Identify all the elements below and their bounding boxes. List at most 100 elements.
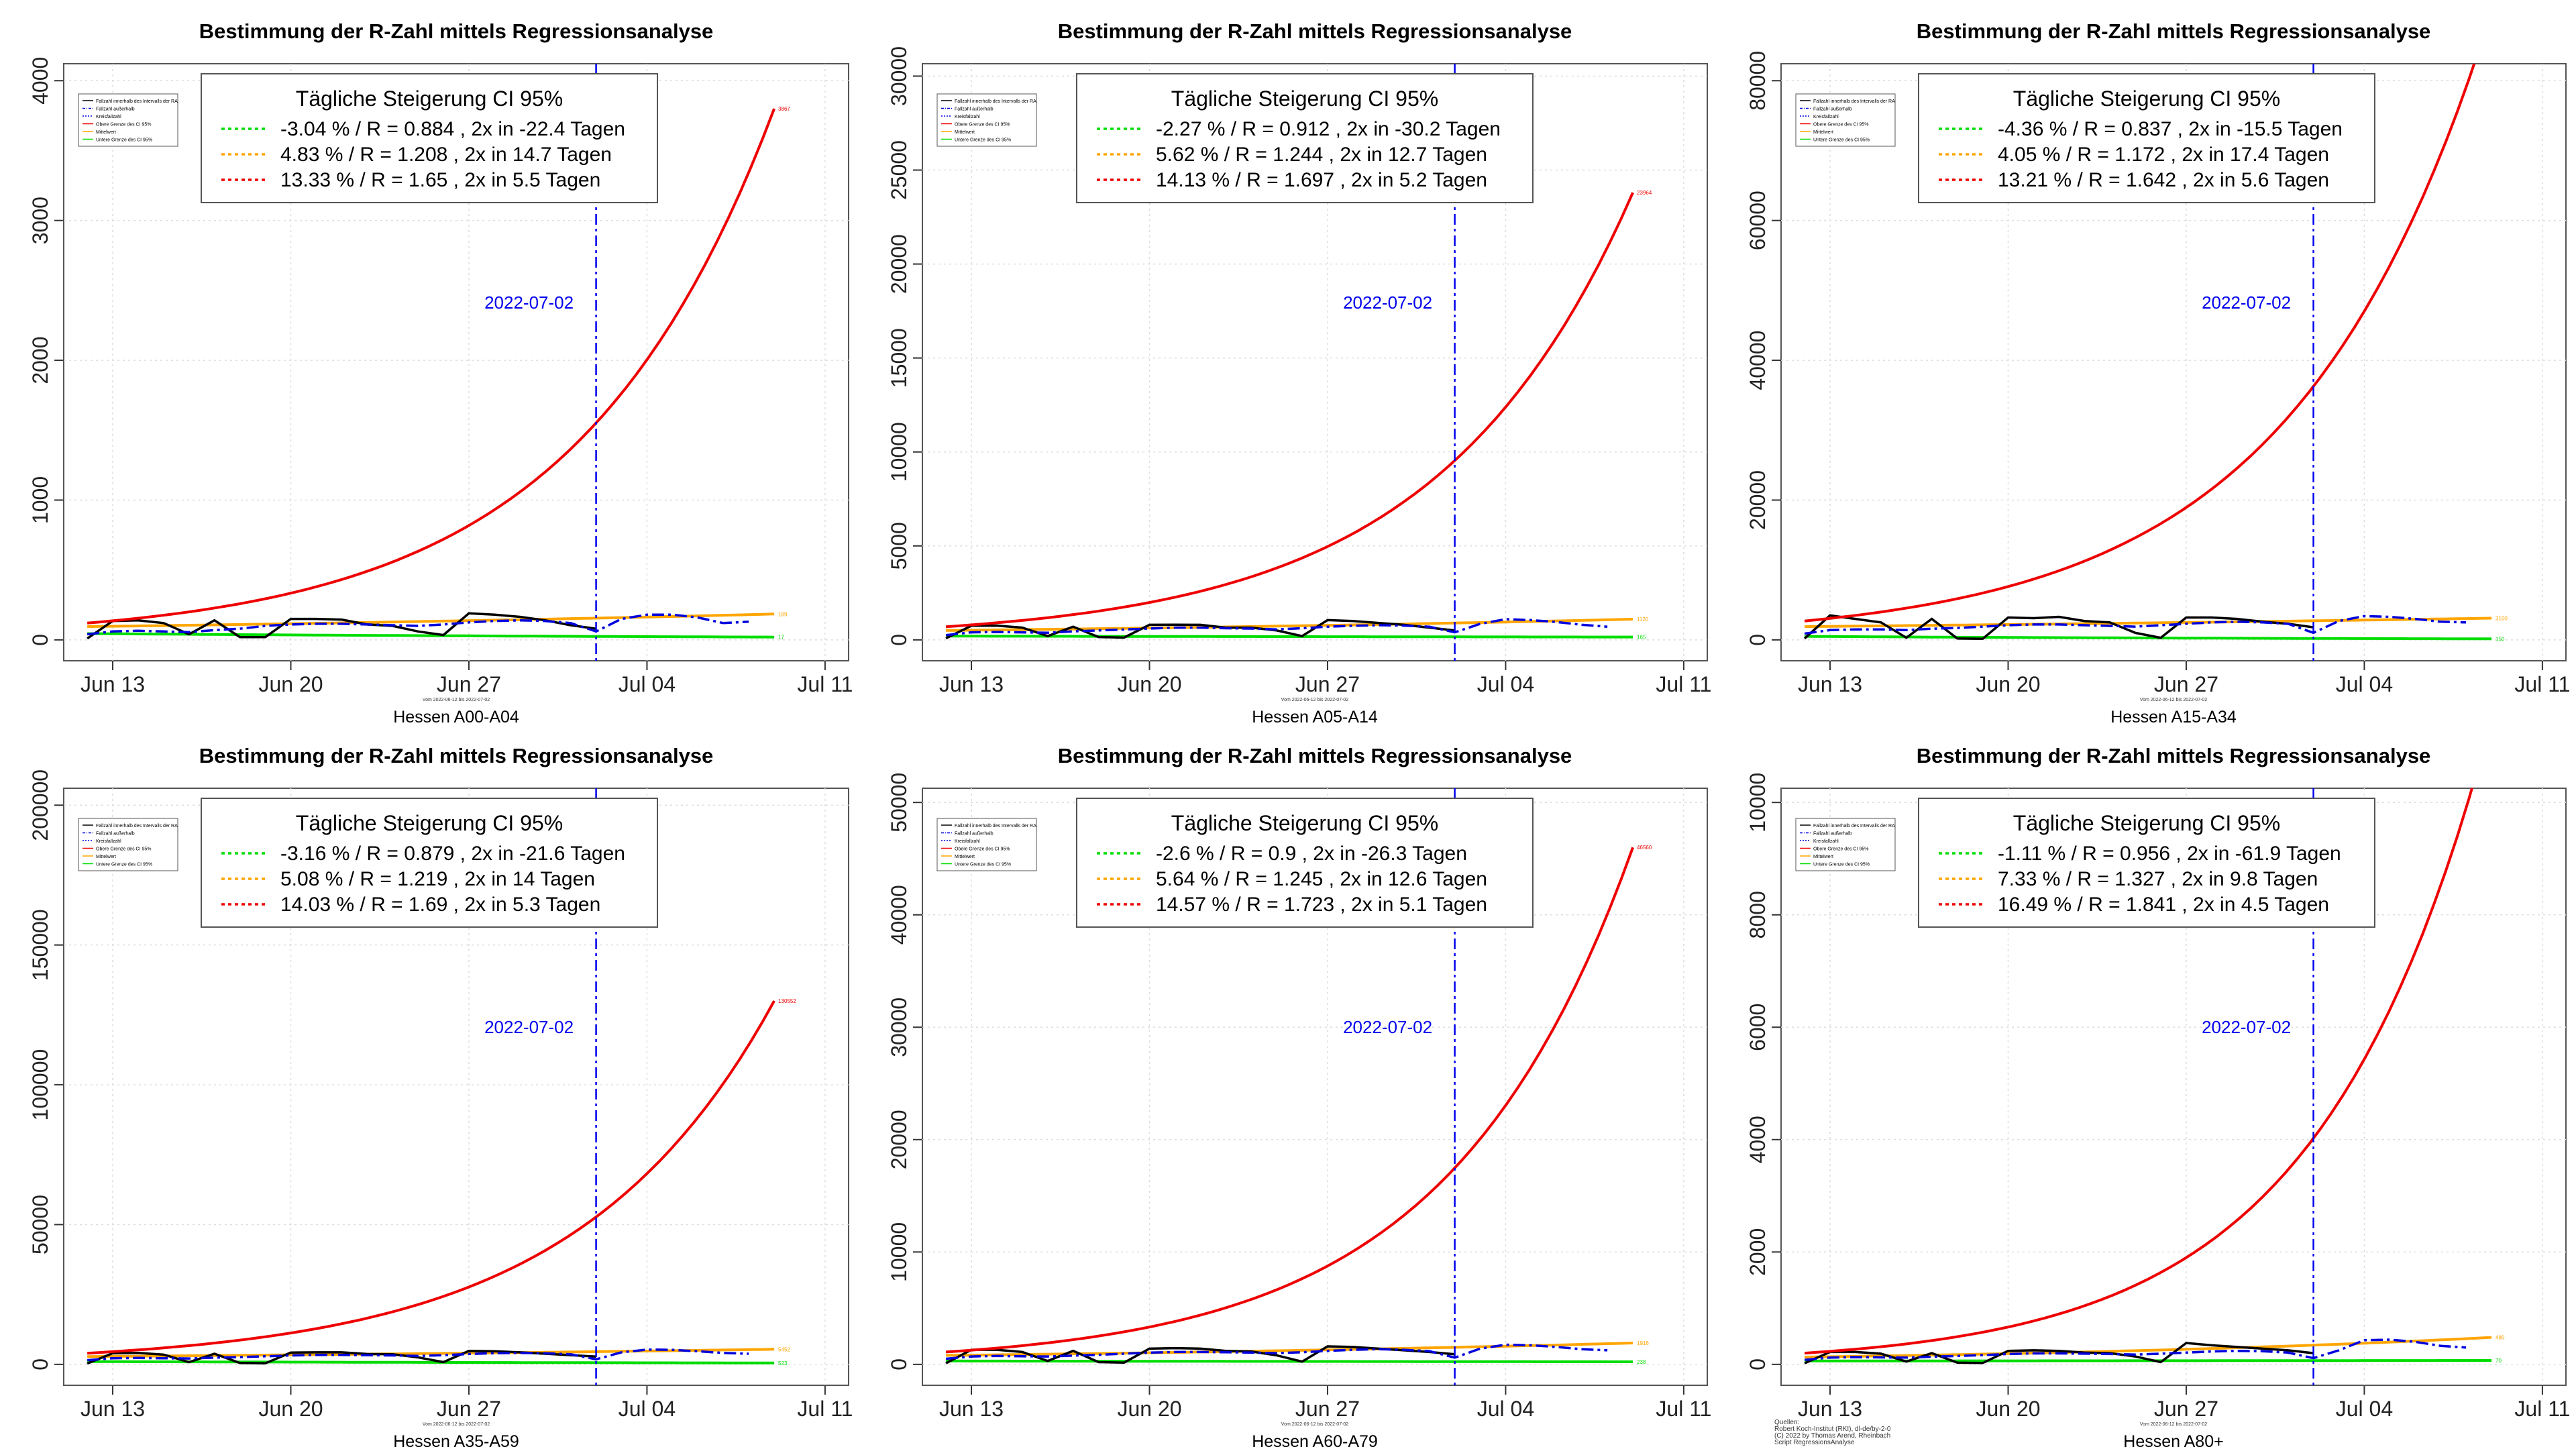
- small-legend-box: [1795, 93, 1896, 147]
- lower-ci-curve: [1805, 635, 2492, 641]
- main-legend-box: [1076, 73, 1534, 203]
- plot-frame: [1780, 788, 2567, 1386]
- period-note: Vom 2022-06-12 bis 2022-07-02: [1281, 1422, 1349, 1427]
- small-legend-entry: Untere Grenze des CI 95%: [1813, 138, 1870, 143]
- period-note: Vom 2022-06-12 bis 2022-07-02: [423, 698, 490, 702]
- x-axis-label: Hessen A15-A34: [2110, 708, 2237, 727]
- y-tick-label: 40000: [1746, 331, 1770, 390]
- upper-ci-curve: [1804, 64, 2476, 623]
- mean-curve: [87, 612, 775, 629]
- y-tick-label: 10000: [887, 1222, 911, 1282]
- reference-date-label: 2022-07-02: [1343, 292, 1432, 313]
- small-legend-entry: Fallzahl innerhalb des Intervalls der RA: [96, 99, 178, 104]
- curve-end-label: 523: [778, 1360, 788, 1366]
- y-tick-label: 50000: [28, 1195, 52, 1254]
- upper-ci-curve: [87, 108, 775, 625]
- small-legend-entry: Untere Grenze des CI 95%: [955, 863, 1011, 867]
- x-tick-label: Jun 20: [1976, 672, 2040, 696]
- curve-end-label: 1120: [1637, 616, 1649, 623]
- y-tick-label: 1000: [28, 476, 52, 524]
- upper-ci-curve: [1804, 788, 2474, 1355]
- small-legend-entry: Obere Grenze des CI 95%: [1813, 123, 1869, 127]
- main-legend-box: [201, 798, 658, 928]
- x-tick-label: Jun 13: [1798, 1397, 1862, 1421]
- small-legend-entry: Fallzahl außerhalb: [96, 107, 135, 112]
- x-tick-label: Jun 13: [80, 672, 145, 696]
- curve-end-label: 150: [2496, 636, 2505, 642]
- chart-panel-1: 0 1000 2000 3000 4000 Jun 13 Jun 20 Jun 27 Jul 0…: [28, 19, 853, 727]
- y-tick-label: 80000: [1746, 51, 1770, 111]
- curve-end-label: 1916: [1637, 1340, 1649, 1346]
- y-tick-label: 30000: [887, 998, 911, 1057]
- main-legend-entry: -3.04 % / R = 0.884 , 2x in -22.4 Tagen: [280, 118, 625, 140]
- small-legend-entry: Fallzahl innerhalb des Intervalls der RA: [955, 824, 1036, 828]
- plot-frame: [1780, 63, 2567, 661]
- chart-panel-4: 0 50000 100000 150000 200000 Jun 13 Jun 20 Jun …: [28, 744, 853, 1449]
- chart-title: Bestimmung der R-Zahl mittels Regression…: [1058, 19, 1572, 43]
- source-note: (C) 2022 by Thomas Arend, Rheinbach: [1774, 1432, 1890, 1440]
- chart-title: Bestimmung der R-Zahl mittels Regression…: [199, 744, 714, 767]
- chart-title: Bestimmung der R-Zahl mittels Regression…: [1917, 19, 2431, 43]
- period-note: Vom 2022-06-12 bis 2022-07-02: [423, 1422, 490, 1427]
- main-legend-title: Tägliche Steigerung CI 95%: [1171, 87, 1438, 111]
- reference-date-label: 2022-07-02: [2202, 292, 2291, 313]
- main-legend-entry: 5.62 % / R = 1.244 , 2x in 12.7 Tagen: [1156, 144, 1487, 166]
- x-tick-label: Jun 20: [258, 672, 323, 696]
- x-tick-label: Jul 11: [1656, 672, 1711, 696]
- chart-title: Bestimmung der R-Zahl mittels Regression…: [199, 19, 714, 43]
- main-legend: Tägliche Steigerung CI 95% -2.6 % / R = 0…: [1076, 798, 1534, 928]
- mean-curve: [1805, 616, 2492, 629]
- main-legend: Tägliche Steigerung CI 95% -4.36 % / R = …: [1918, 73, 2375, 203]
- chart-title: Bestimmung der R-Zahl mittels Regression…: [1917, 744, 2431, 767]
- main-legend-title: Tägliche Steigerung CI 95%: [296, 811, 563, 835]
- chart-panel-3: 0 20000 40000 60000 80000 Jun 13 Jun 20 Jun 27 J…: [1746, 19, 2570, 727]
- plot-frame: [922, 63, 1708, 661]
- curve-end-label: 70: [2496, 1358, 2502, 1364]
- main-legend-entry: -2.6 % / R = 0.9 , 2x in -26.3 Tagen: [1156, 843, 1467, 865]
- x-tick-label: Jun 27: [1295, 1397, 1360, 1421]
- observed-cases-line: [945, 619, 1455, 640]
- period-note: Vom 2022-06-12 bis 2022-07-02: [2140, 1422, 2208, 1427]
- x-tick-label: Jul 11: [797, 672, 853, 696]
- main-legend-entry: 14.57 % / R = 1.723 , 2x in 5.1 Tagen: [1156, 894, 1487, 916]
- smoothed-cases-line: [1804, 1338, 2467, 1361]
- small-legend-box: [936, 818, 1037, 871]
- x-tick-label: Jun 27: [2154, 672, 2218, 696]
- plot-area: [945, 847, 1634, 1364]
- y-tick-label: 20000: [1746, 470, 1770, 530]
- plot-area: [87, 108, 775, 640]
- y-tick-label: 15000: [887, 328, 911, 388]
- small-legend-entry: Kreisfallzahl: [1813, 115, 1839, 119]
- curve-end-label: 5452: [778, 1346, 790, 1352]
- small-legend-entry: Kreisfallzahl: [1813, 839, 1839, 844]
- x-axis-label: Hessen A05-A14: [1252, 708, 1378, 727]
- smoothed-cases-line: [945, 618, 1608, 637]
- main-legend-entry: 4.83 % / R = 1.208 , 2x in 14.7 Tagen: [280, 144, 612, 166]
- chart-panel-6: 0 2000 4000 6000 8000 10000 Jun 13 Jun 20 Jun 27…: [1746, 744, 2570, 1449]
- main-legend-title: Tägliche Steigerung CI 95%: [1171, 811, 1438, 835]
- main-legend: Tägliche Steigerung CI 95% -1.11 % / R = …: [1918, 798, 2375, 928]
- small-legend-entry: Obere Grenze des CI 95%: [96, 123, 152, 127]
- small-legend-box: [936, 93, 1037, 147]
- x-axis-label: Hessen A00-A04: [393, 708, 519, 727]
- small-legend-box: [78, 818, 178, 871]
- curve-end-label: 189: [778, 611, 788, 617]
- lower-ci-curve: [87, 1360, 775, 1364]
- mean-curve: [1805, 1336, 2492, 1358]
- small-legend-entry: Mittelwert: [96, 130, 116, 135]
- plot-area: [1804, 788, 2492, 1364]
- y-tick-label: 20000: [887, 1110, 911, 1169]
- mean-curve: [946, 618, 1633, 632]
- main-legend-entry: 7.33 % / R = 1.327 , 2x in 9.8 Tagen: [1998, 868, 2318, 890]
- period-note: Vom 2022-06-12 bis 2022-07-02: [1281, 698, 1349, 702]
- y-tick-label: 0: [887, 1358, 911, 1371]
- small-legend: Fallzahl innerhalb des Intervalls der RA…: [1795, 93, 1896, 147]
- plot-area: [87, 1000, 775, 1365]
- small-legend: Fallzahl innerhalb des Intervalls der RA…: [78, 818, 178, 871]
- y-tick-label: 6000: [1746, 1004, 1770, 1051]
- x-tick-label: Jun 20: [1117, 1397, 1181, 1421]
- x-tick-label: Jul 11: [1656, 1397, 1711, 1421]
- small-legend-entry: Obere Grenze des CI 95%: [955, 847, 1010, 852]
- small-legend-entry: Obere Grenze des CI 95%: [1813, 847, 1869, 852]
